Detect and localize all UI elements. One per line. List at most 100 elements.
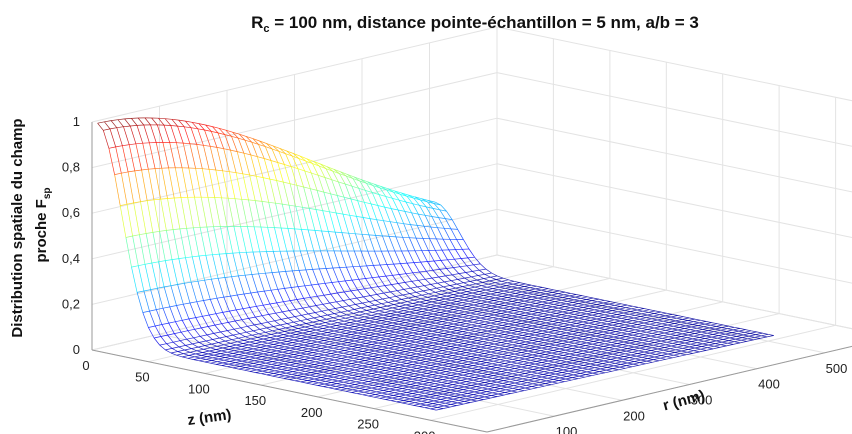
surface-line bbox=[220, 330, 228, 333]
surface-line bbox=[448, 349, 455, 353]
surface-line bbox=[484, 382, 491, 384]
surface-line bbox=[353, 176, 362, 180]
surface-line bbox=[337, 364, 345, 367]
surface-line bbox=[503, 336, 509, 339]
surface-line bbox=[491, 366, 497, 368]
surface-line bbox=[114, 172, 122, 175]
surface-line bbox=[620, 364, 627, 366]
surface-line bbox=[392, 198, 399, 211]
surface-line bbox=[610, 344, 617, 347]
surface-line bbox=[128, 144, 136, 171]
surface-line bbox=[549, 329, 556, 331]
surface-line bbox=[320, 250, 327, 269]
surface-line bbox=[510, 303, 517, 306]
surface-line bbox=[571, 303, 579, 306]
surface-line bbox=[379, 325, 385, 328]
surface-line bbox=[323, 323, 331, 327]
surface-line bbox=[324, 338, 331, 341]
surface-line bbox=[410, 323, 417, 326]
surface-line bbox=[572, 315, 580, 318]
surface-line bbox=[407, 250, 415, 263]
surface-line bbox=[323, 293, 331, 296]
surface-line bbox=[638, 335, 645, 338]
surface-line bbox=[579, 329, 586, 332]
surface-line bbox=[499, 299, 507, 303]
surface-line bbox=[371, 342, 379, 345]
surface-line bbox=[364, 345, 371, 348]
surface-line bbox=[292, 342, 299, 345]
surface-line bbox=[185, 120, 192, 128]
surface-line bbox=[439, 372, 446, 375]
surface-line bbox=[467, 286, 475, 289]
surface-line bbox=[283, 181, 291, 185]
surface-line bbox=[662, 352, 668, 355]
surface-line bbox=[439, 312, 446, 314]
surface-line bbox=[387, 319, 394, 323]
surface-line bbox=[334, 329, 342, 332]
surface-line bbox=[431, 333, 437, 336]
surface-line bbox=[264, 158, 272, 161]
surface-line bbox=[206, 333, 214, 336]
surface-line bbox=[228, 347, 236, 350]
surface-line bbox=[450, 280, 457, 285]
surface-line bbox=[316, 371, 324, 374]
surface-line bbox=[355, 338, 362, 340]
surface-line bbox=[305, 354, 312, 358]
surface-line bbox=[378, 341, 386, 344]
surface-line bbox=[674, 337, 681, 340]
surface-line bbox=[328, 308, 336, 311]
surface-line bbox=[561, 298, 569, 301]
surface-line bbox=[337, 337, 344, 340]
surface-line bbox=[435, 322, 442, 325]
surface-line bbox=[144, 117, 151, 126]
surface-line bbox=[301, 349, 308, 352]
surface-line bbox=[271, 148, 279, 152]
surface-line bbox=[236, 151, 244, 174]
surface-line bbox=[513, 311, 521, 314]
surface-line bbox=[469, 300, 475, 303]
surface-line bbox=[116, 126, 124, 129]
surface-line bbox=[549, 358, 556, 360]
surface-line bbox=[273, 326, 280, 330]
surface-line bbox=[728, 340, 735, 343]
surface-line bbox=[201, 355, 208, 357]
surface-line bbox=[337, 322, 344, 325]
surface-line bbox=[197, 279, 205, 282]
surface-line bbox=[258, 272, 266, 275]
surface-line bbox=[200, 357, 207, 360]
surface-line bbox=[461, 304, 468, 307]
surface-line bbox=[197, 128, 204, 146]
surface-line bbox=[486, 304, 492, 307]
surface-line bbox=[325, 366, 332, 369]
surface-line bbox=[597, 299, 605, 303]
surface-line bbox=[575, 340, 582, 343]
surface-line bbox=[489, 368, 496, 371]
surface-line bbox=[497, 319, 505, 322]
surface-line bbox=[270, 334, 277, 337]
surface-line bbox=[352, 178, 360, 189]
surface-line bbox=[736, 336, 743, 338]
surface-line bbox=[480, 346, 487, 349]
surface-line bbox=[470, 325, 478, 328]
surface-line bbox=[344, 335, 351, 338]
surface-line bbox=[426, 328, 434, 331]
surface-line bbox=[648, 340, 655, 343]
surface-line bbox=[448, 289, 455, 292]
surface-line bbox=[438, 313, 446, 316]
surface-line bbox=[361, 337, 369, 340]
surface-line bbox=[522, 333, 530, 336]
surface-line bbox=[471, 293, 479, 297]
surface-line bbox=[465, 308, 472, 311]
surface-line bbox=[432, 316, 438, 319]
surface-line bbox=[368, 234, 375, 252]
surface-line bbox=[762, 332, 769, 335]
surface-line bbox=[229, 310, 236, 322]
surface-line bbox=[475, 359, 481, 362]
surface-line bbox=[451, 219, 459, 230]
surface-line bbox=[382, 345, 390, 348]
surface-line bbox=[229, 171, 237, 174]
surface-line bbox=[549, 372, 556, 375]
surface-line bbox=[606, 309, 613, 311]
surface-line bbox=[388, 391, 395, 394]
surface-line bbox=[391, 352, 399, 355]
